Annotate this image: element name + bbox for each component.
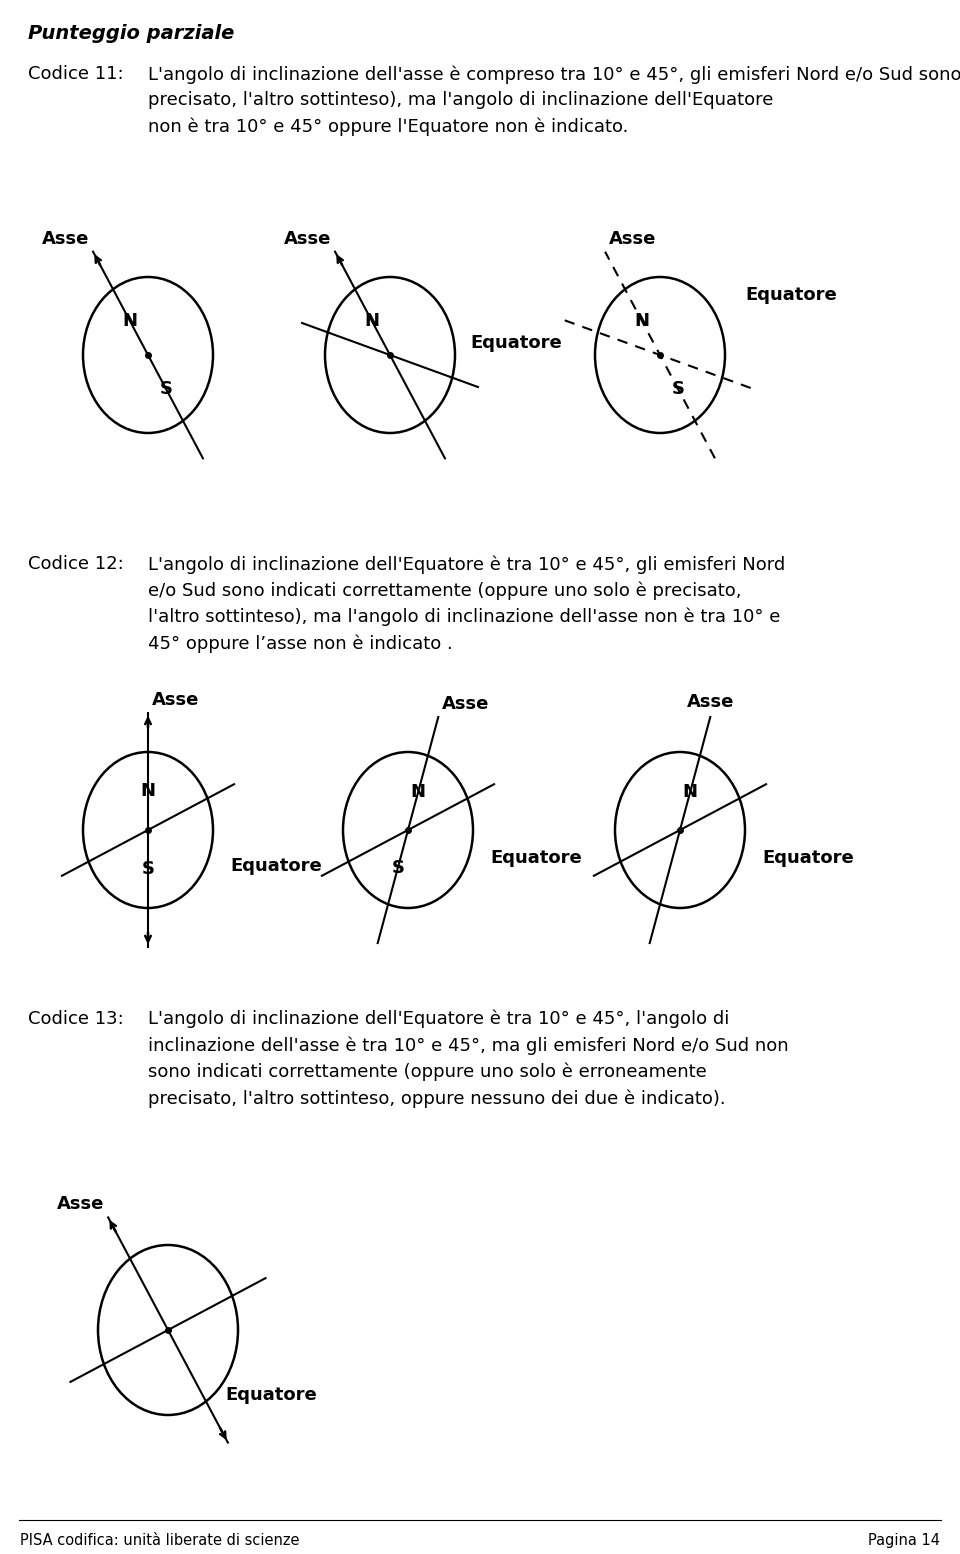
Text: N: N [683, 783, 698, 802]
Text: N: N [364, 311, 379, 329]
Text: Equatore: Equatore [762, 848, 853, 867]
Text: L'angolo di inclinazione dell'Equatore è tra 10° e 45°, gli emisferi Nord
e/o Su: L'angolo di inclinazione dell'Equatore è… [148, 555, 785, 653]
Text: Codice 12:: Codice 12: [28, 555, 124, 573]
Text: Asse: Asse [41, 230, 89, 247]
Text: Asse: Asse [152, 692, 200, 709]
Text: Codice 11:: Codice 11: [28, 65, 124, 82]
Text: Pagina 14: Pagina 14 [868, 1532, 940, 1548]
Text: Asse: Asse [443, 695, 490, 713]
Text: S: S [392, 859, 404, 876]
Text: Asse: Asse [284, 230, 331, 247]
Text: Asse: Asse [686, 693, 734, 712]
Text: Asse: Asse [57, 1195, 104, 1214]
Text: N: N [140, 782, 156, 800]
Text: Equatore: Equatore [225, 1386, 317, 1403]
Text: Equatore: Equatore [490, 848, 582, 867]
Text: Codice 13:: Codice 13: [28, 1010, 124, 1029]
Text: Punteggio parziale: Punteggio parziale [28, 23, 234, 44]
Text: L'angolo di inclinazione dell'asse è compreso tra 10° e 45°, gli emisferi Nord e: L'angolo di inclinazione dell'asse è com… [148, 65, 960, 135]
Text: Equatore: Equatore [470, 334, 562, 353]
Text: N: N [122, 311, 137, 329]
Text: S: S [159, 381, 173, 398]
Text: N: N [411, 783, 425, 802]
Text: S: S [672, 381, 684, 398]
Text: Equatore: Equatore [745, 286, 837, 305]
Text: S: S [141, 859, 155, 878]
Text: N: N [635, 311, 649, 329]
Text: Equatore: Equatore [230, 856, 322, 875]
Text: Asse: Asse [609, 230, 657, 247]
Text: PISA codifica: unità liberate di scienze: PISA codifica: unità liberate di scienze [20, 1532, 300, 1548]
Text: L'angolo di inclinazione dell'Equatore è tra 10° e 45°, l'angolo di
inclinazione: L'angolo di inclinazione dell'Equatore è… [148, 1010, 788, 1108]
